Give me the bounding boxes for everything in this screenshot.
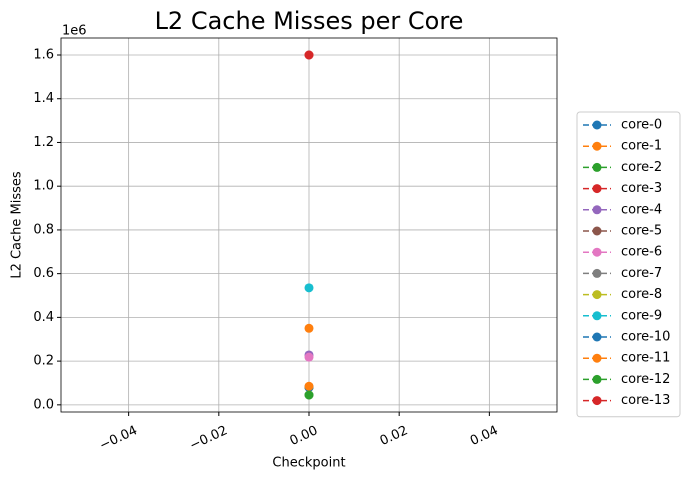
legend-label: core-6 xyxy=(621,245,662,260)
data-point xyxy=(304,381,314,391)
y-tick-label: 1.2 xyxy=(33,135,54,150)
x-tick-label: −0.02 xyxy=(188,423,230,453)
data-point xyxy=(304,50,314,60)
y-offset-label: 1e6 xyxy=(62,24,87,39)
data-point xyxy=(304,352,314,362)
legend-label: core-3 xyxy=(621,181,662,196)
y-tick-label: 1.6 xyxy=(33,48,54,63)
legend-marker xyxy=(592,120,602,130)
legend-label: core-5 xyxy=(621,224,662,239)
y-tick-label: 0.6 xyxy=(33,266,54,281)
legend-marker xyxy=(592,226,602,236)
legend-marker xyxy=(592,374,602,384)
legend-marker xyxy=(592,311,602,321)
data-point xyxy=(304,283,314,293)
chart-title: L2 Cache Misses per Core xyxy=(155,7,464,35)
x-tick-label: −0.04 xyxy=(97,423,139,453)
legend-label: core-1 xyxy=(621,139,662,154)
legend-marker xyxy=(592,247,602,257)
legend-label: core-8 xyxy=(621,287,662,302)
y-tick-label: 1.4 xyxy=(33,91,54,106)
y-tick-label: 0.0 xyxy=(33,397,54,412)
legend-marker xyxy=(592,290,602,300)
legend-marker xyxy=(592,396,602,406)
legend-label: core-13 xyxy=(621,393,670,408)
legend-marker xyxy=(592,184,602,194)
y-tick-label: 0.4 xyxy=(33,310,54,325)
y-tick-label: 1.0 xyxy=(33,179,54,194)
data-point xyxy=(304,323,314,333)
y-tick-label: 0.2 xyxy=(33,354,54,369)
legend-marker xyxy=(592,141,602,151)
y-tick-label: 0.8 xyxy=(33,222,54,237)
legend-marker xyxy=(592,162,602,172)
legend-label: core-0 xyxy=(621,118,662,133)
legend-label: core-11 xyxy=(621,351,670,366)
legend-marker xyxy=(592,353,602,363)
x-axis-label: Checkpoint xyxy=(272,456,345,471)
legend-label: core-7 xyxy=(621,266,662,281)
x-tick-label: 0.04 xyxy=(468,423,501,449)
y-axis-label: L2 Cache Misses xyxy=(10,171,25,279)
legend-marker xyxy=(592,205,602,215)
x-tick-label: 0.00 xyxy=(288,423,321,449)
plot-frame xyxy=(60,37,558,413)
legend-label: core-10 xyxy=(621,330,670,345)
legend-marker xyxy=(592,332,602,342)
legend-marker xyxy=(592,268,602,278)
data-point xyxy=(304,390,314,400)
x-tick-label: 0.02 xyxy=(378,423,411,449)
legend-label: core-9 xyxy=(621,308,662,323)
legend-label: core-2 xyxy=(621,160,662,175)
legend-label: core-4 xyxy=(621,202,662,217)
legend-label: core-12 xyxy=(621,372,670,387)
